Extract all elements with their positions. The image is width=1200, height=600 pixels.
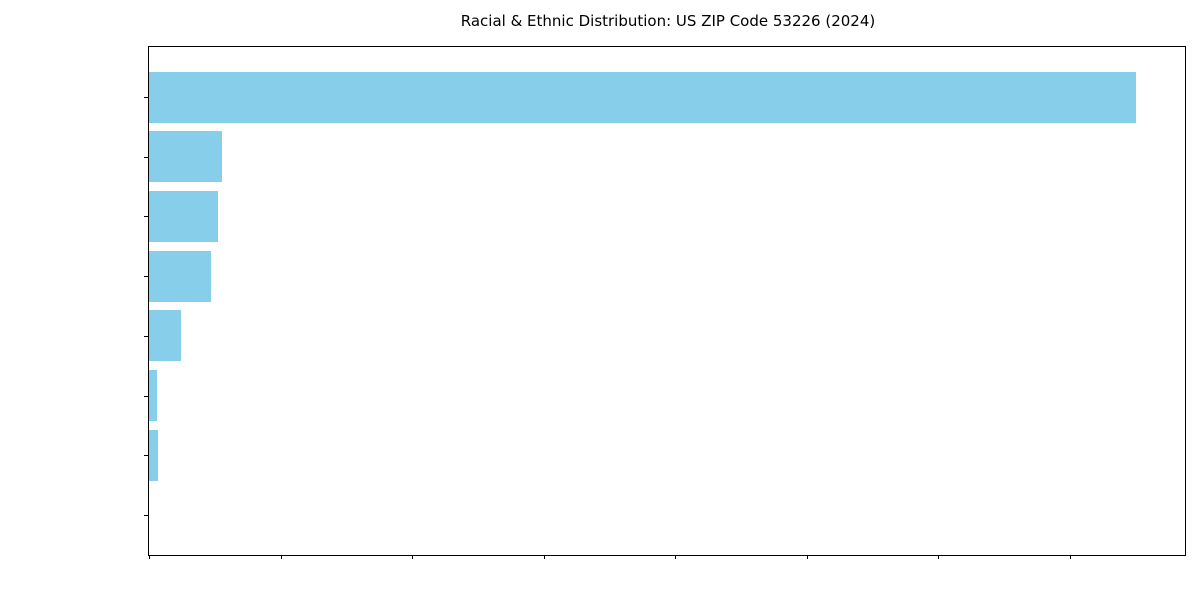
y-tick-mark	[144, 97, 148, 98]
x-tick-mark	[149, 555, 150, 559]
y-tick-mark	[144, 156, 148, 158]
bar	[149, 190, 218, 242]
x-tick-mark	[280, 555, 282, 559]
plot-area	[144, 46, 1186, 559]
x-tick-mark	[806, 555, 808, 559]
y-tick-mark	[144, 335, 148, 337]
y-tick-mark	[144, 514, 148, 516]
y-tick-mark	[144, 276, 148, 278]
x-tick-mark	[675, 555, 677, 559]
bar	[149, 310, 181, 362]
y-tick-mark	[144, 455, 148, 457]
bar	[149, 71, 1136, 123]
bar	[149, 429, 159, 481]
bar	[149, 370, 158, 421]
bar	[149, 250, 211, 302]
chart-title: Racial & Ethnic Distribution: US ZIP Cod…	[460, 12, 876, 30]
x-tick-mark	[543, 555, 545, 559]
y-tick-mark	[144, 216, 148, 218]
y-tick-mark	[144, 395, 148, 397]
x-tick-mark	[938, 555, 940, 559]
bar	[149, 131, 222, 183]
x-tick-mark	[412, 555, 414, 559]
x-tick-mark	[1069, 555, 1071, 559]
